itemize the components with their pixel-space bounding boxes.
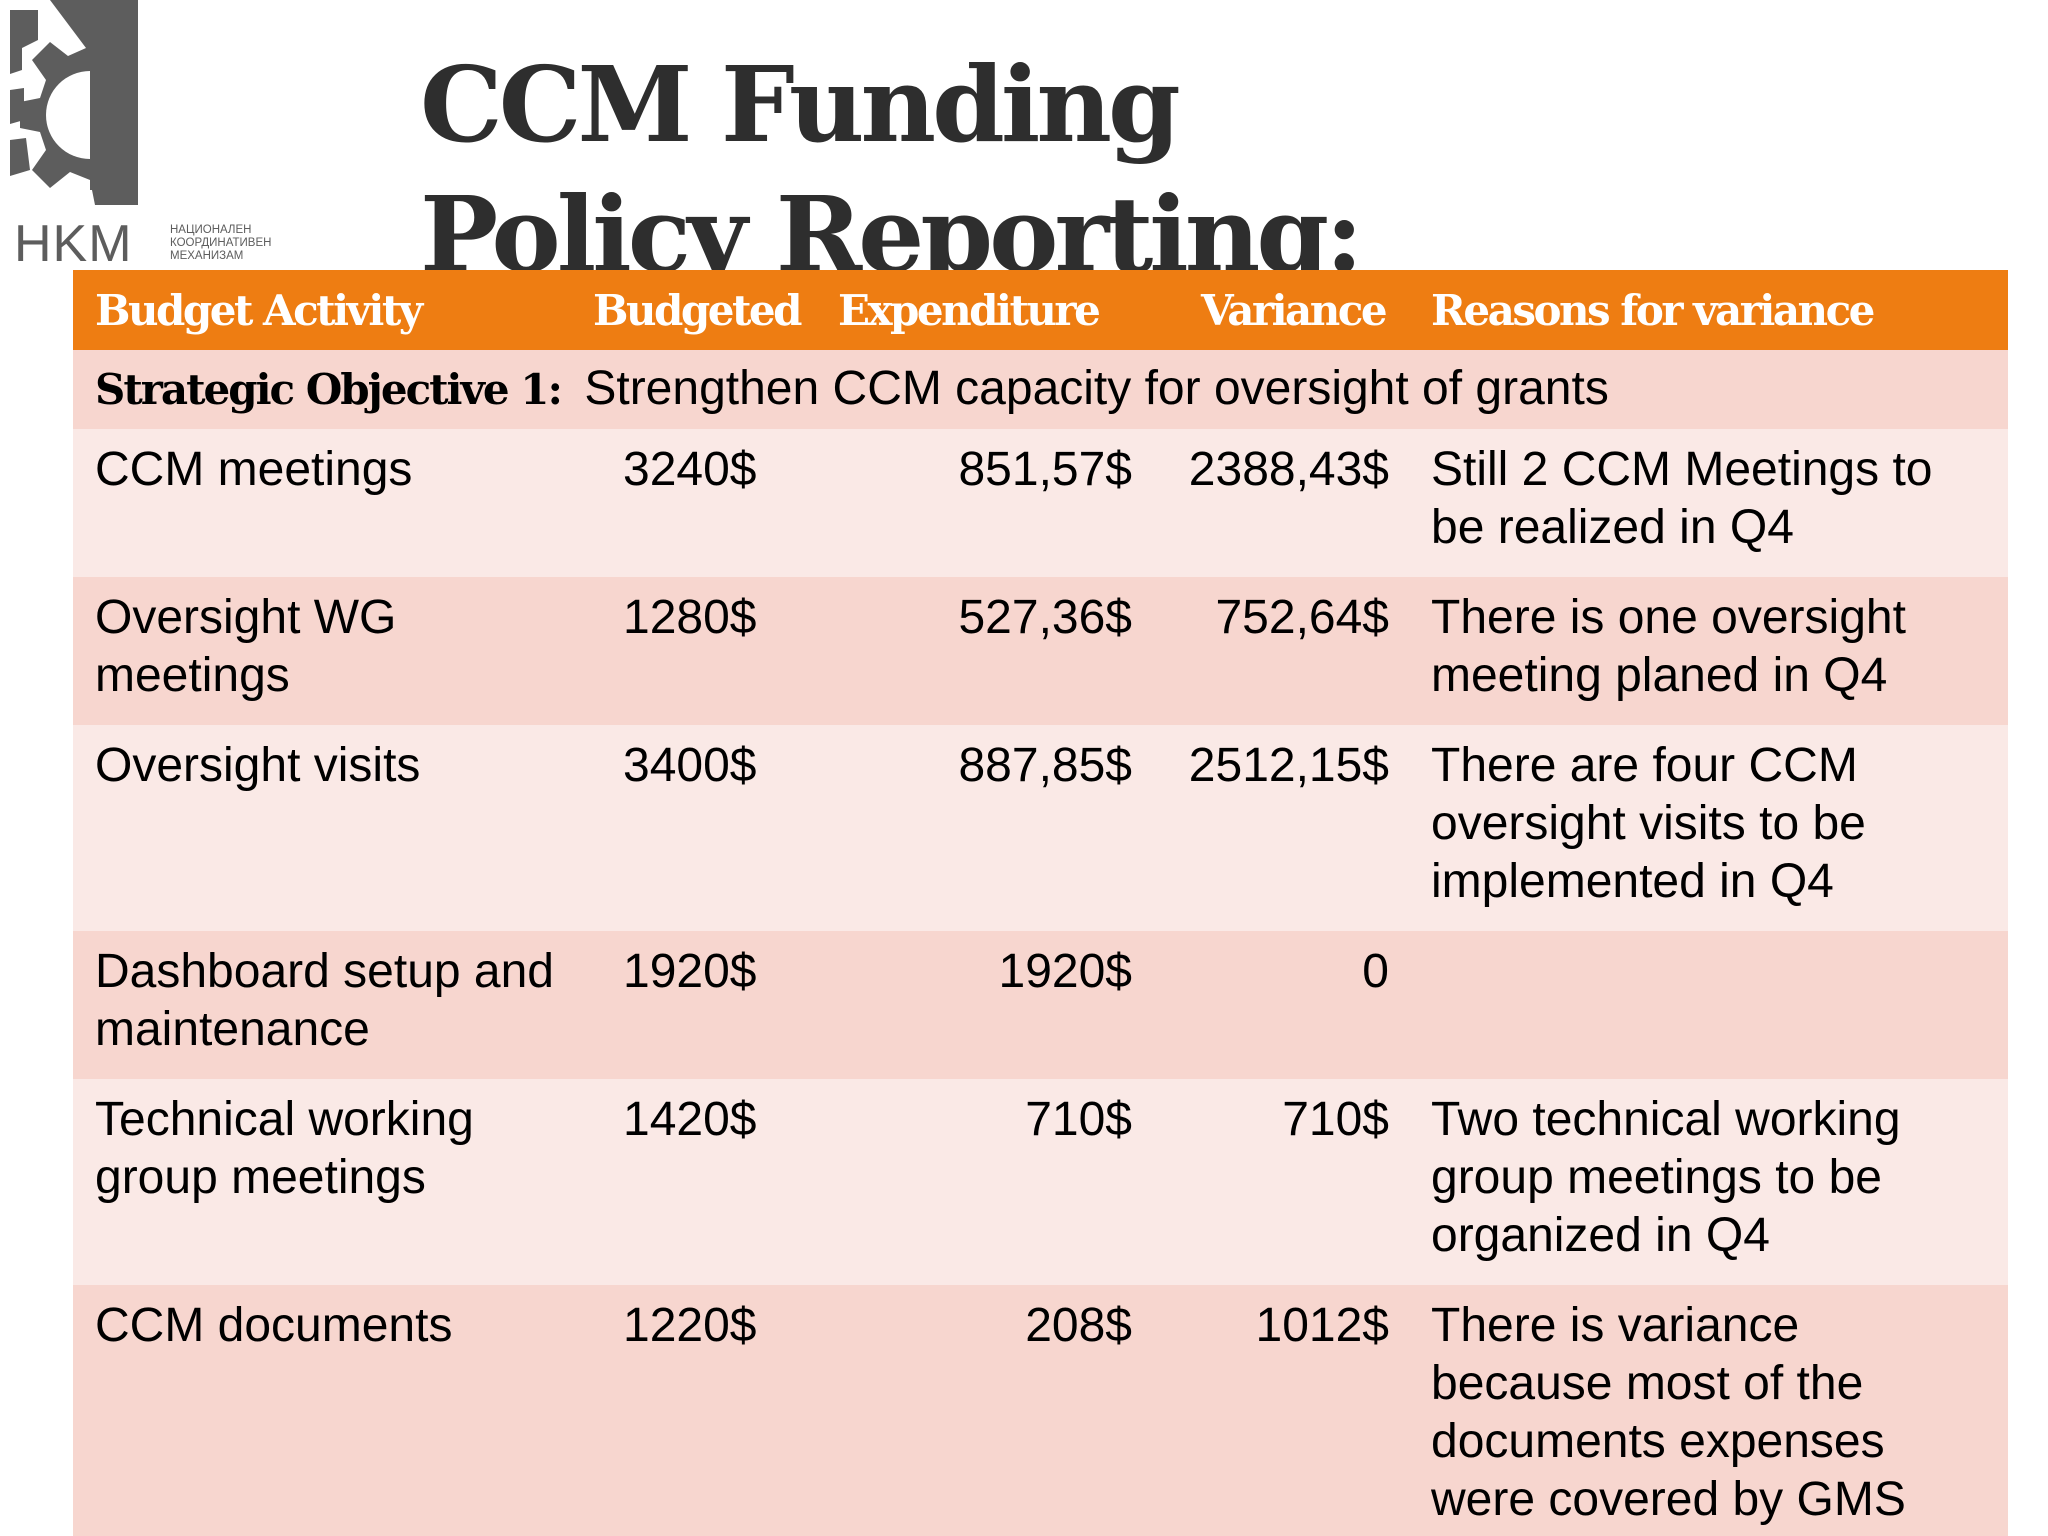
activity-cell: Oversight visits — [73, 725, 593, 931]
expenditure-cell: 851,57$ — [838, 429, 1156, 577]
variance-cell: 2512,15$ — [1156, 725, 1413, 931]
header-variance: Variance — [1156, 270, 1413, 350]
table-header-row: Budget Activity Budgeted Expenditure Var… — [73, 270, 2008, 350]
table-row: Dashboard setup and maintenance 1920$ 19… — [73, 931, 2008, 1079]
budget-table-container: Budget Activity Budgeted Expenditure Var… — [73, 270, 2008, 1536]
reason-cell: There are four CCM oversight visits to b… — [1413, 725, 2008, 931]
header-budgeted: Budgeted — [593, 270, 838, 350]
expenditure-cell: 710$ — [838, 1079, 1156, 1285]
reason-cell — [1413, 931, 2008, 1079]
variance-cell: 0 — [1156, 931, 1413, 1079]
reason-cell: There is variance because most of the do… — [1413, 1285, 2008, 1536]
variance-cell: 752,64$ — [1156, 577, 1413, 725]
activity-cell: CCM documents — [73, 1285, 593, 1536]
activity-cell: Dashboard setup and maintenance — [73, 931, 593, 1079]
activity-cell: Oversight WG meetings — [73, 577, 593, 725]
expenditure-cell: 1920$ — [838, 931, 1156, 1079]
variance-cell: 1012$ — [1156, 1285, 1413, 1536]
slide-title: CCM Funding Policy Reporting: — [420, 43, 1364, 272]
budgeted-cell: 1220$ — [593, 1285, 838, 1536]
logo-subtitle-line: НАЦИОНАЛЕН — [170, 224, 252, 236]
variance-cell: 2388,43$ — [1156, 429, 1413, 577]
budgeted-cell: 1420$ — [593, 1079, 838, 1285]
title-container: CCM Funding Policy Reporting: — [420, 40, 1980, 272]
logo-subtitle-line: МЕХАНИЗАМ — [170, 250, 244, 262]
table-row: Oversight visits 3400$ 887,85$ 2512,15$ … — [73, 725, 2008, 931]
header-budget-activity: Budget Activity — [73, 270, 593, 350]
strategic-objective-cell: Strategic Objective 1: Strengthen CCM ca… — [73, 350, 2008, 429]
activity-cell: Technical working group meetings — [73, 1079, 593, 1285]
reason-cell: Two technical working group meetings to … — [1413, 1079, 2008, 1285]
budgeted-cell: 1920$ — [593, 931, 838, 1079]
expenditure-cell: 527,36$ — [838, 577, 1156, 725]
logo-subtitle-line: КООРДИНАТИВЕН — [170, 237, 272, 249]
table-row: CCM documents 1220$ 208$ 1012$ There is … — [73, 1285, 2008, 1536]
logo-subtitle: НАЦИОНАЛЕН КООРДИНАТИВЕН МЕХАНИЗАМ — [170, 224, 271, 263]
objective-label: Strategic Objective 1: — [95, 365, 563, 414]
objective-text: Strengthen CCM capacity for oversight of… — [584, 362, 1609, 415]
expenditure-cell: 208$ — [838, 1285, 1156, 1536]
reason-cell: Still 2 CCM Meetings to be realized in Q… — [1413, 429, 2008, 577]
reason-cell: There is one oversight meeting planed in… — [1413, 577, 2008, 725]
table-row: CCM meetings 3240$ 851,57$ 2388,43$ Stil… — [73, 429, 2008, 577]
budgeted-cell: 3240$ — [593, 429, 838, 577]
budget-table: Budget Activity Budgeted Expenditure Var… — [73, 270, 2008, 1536]
nkm-logo: HKM НАЦИОНАЛЕН КООРДИНАТИВЕН МЕХАНИЗАМ — [10, 0, 271, 273]
logo-letters: HKM — [14, 215, 133, 273]
strategic-objective-row: Strategic Objective 1: Strengthen CCM ca… — [73, 350, 2008, 429]
budgeted-cell: 1280$ — [593, 577, 838, 725]
table-row: Oversight WG meetings 1280$ 527,36$ 752,… — [73, 577, 2008, 725]
variance-cell: 710$ — [1156, 1079, 1413, 1285]
gear-icon — [10, 0, 138, 205]
table-row: Technical working group meetings 1420$ 7… — [73, 1079, 2008, 1285]
activity-cell: CCM meetings — [73, 429, 593, 577]
expenditure-cell: 887,85$ — [838, 725, 1156, 931]
budgeted-cell: 3400$ — [593, 725, 838, 931]
header-reasons: Reasons for variance — [1413, 270, 2008, 350]
header-expenditure: Expenditure — [838, 270, 1156, 350]
